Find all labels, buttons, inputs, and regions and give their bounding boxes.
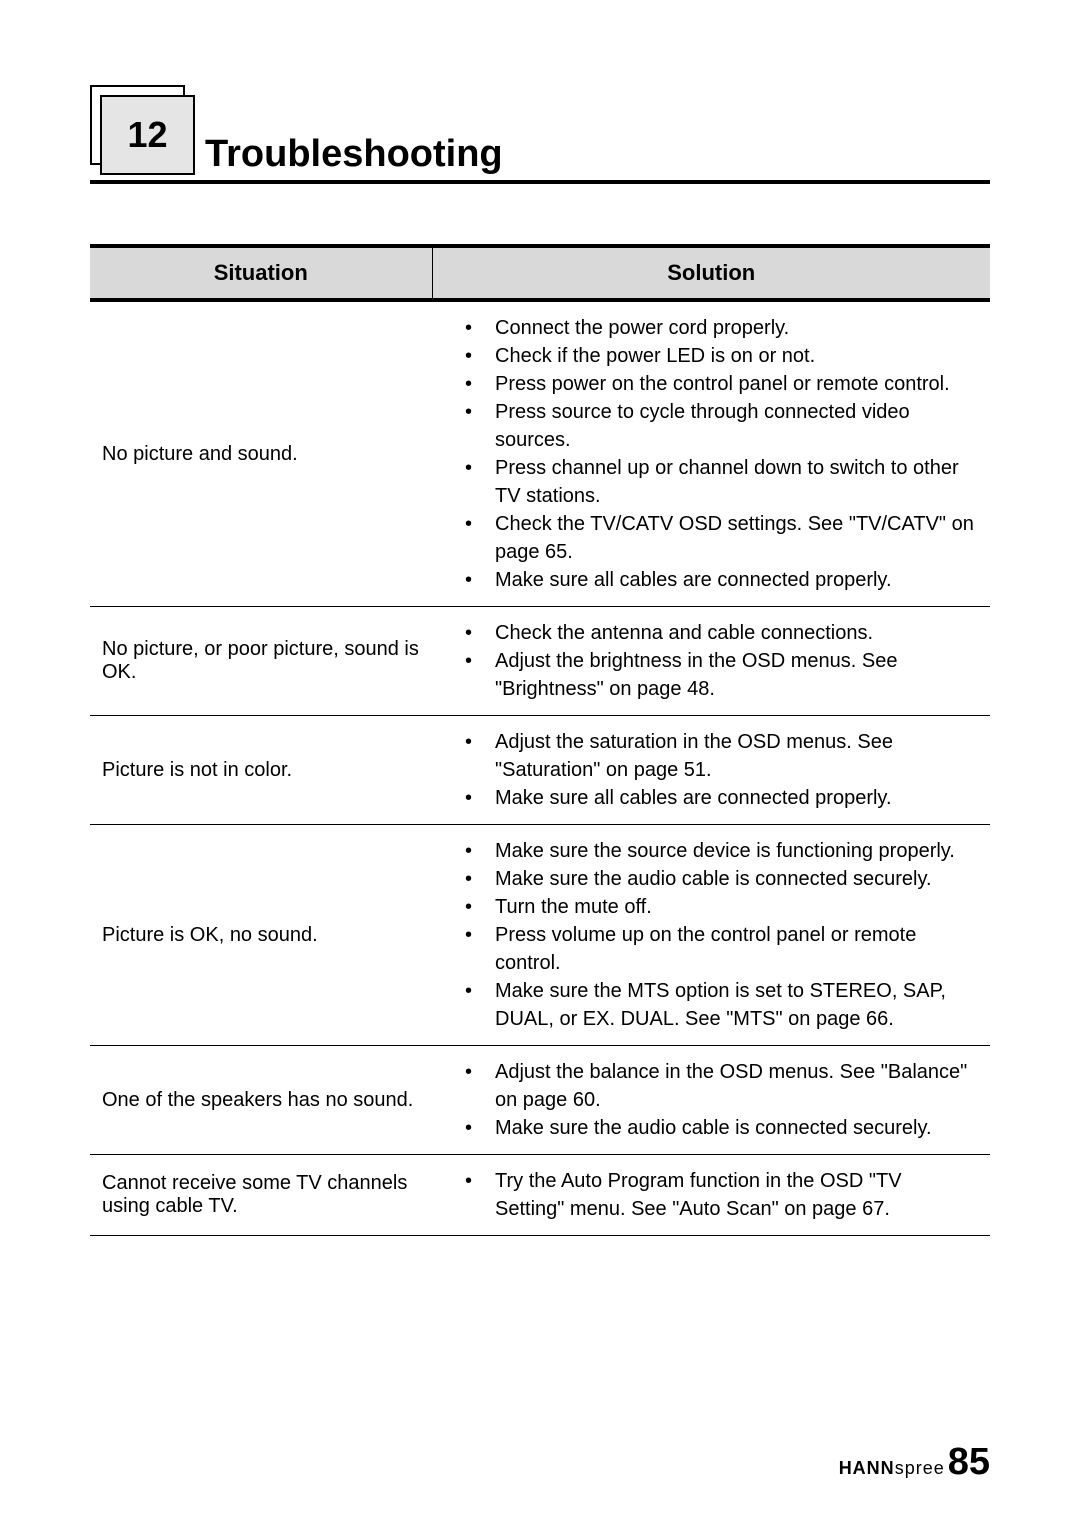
situation-cell: No picture and sound. — [90, 300, 432, 607]
solution-item: Make sure the audio cable is connected s… — [475, 1114, 974, 1142]
solution-item: Press power on the control panel or remo… — [475, 370, 974, 398]
footer-page-number: 85 — [948, 1441, 990, 1484]
situation-cell: One of the speakers has no sound. — [90, 1046, 432, 1155]
table-body: No picture and sound.Connect the power c… — [90, 300, 990, 1236]
solution-cell: Make sure the source device is functioni… — [432, 825, 990, 1046]
solution-list: Check the antenna and cable connections.… — [440, 619, 974, 703]
table-row: One of the speakers has no sound. Adjust … — [90, 1046, 990, 1155]
solution-item: Press volume up on the control panel or … — [475, 921, 974, 977]
solution-item: Try the Auto Program function in the OSD… — [475, 1167, 974, 1223]
chapter-title-row: Troubleshooting — [90, 85, 990, 184]
solution-item: Press channel up or channel down to swit… — [475, 454, 974, 510]
solution-item: Check the antenna and cable connections. — [475, 619, 974, 647]
solution-list: Adjust the balance in the OSD menus. See… — [440, 1058, 974, 1142]
solution-list: Make sure the source device is functioni… — [440, 837, 974, 1033]
table-row: Cannot receive some TV channels using ca… — [90, 1155, 990, 1236]
solution-item: Make sure the MTS option is set to STERE… — [475, 977, 974, 1033]
solution-item: Connect the power cord properly. — [475, 314, 974, 342]
troubleshooting-table: Situation Solution No picture and sound.… — [90, 244, 990, 1236]
solution-header: Solution — [432, 246, 990, 300]
solution-item: Adjust the brightness in the OSD menus. … — [475, 647, 974, 703]
chapter-number-box: 12 — [100, 95, 195, 175]
solution-list: Try the Auto Program function in the OSD… — [440, 1167, 974, 1223]
solution-item: Make sure all cables are connected prope… — [475, 784, 974, 812]
solution-item: Adjust the saturation in the OSD menus. … — [475, 728, 974, 784]
page-footer: HANN spree 85 — [839, 1441, 990, 1484]
chapter-number: 12 — [127, 114, 167, 156]
situation-cell: Cannot receive some TV channels using ca… — [90, 1155, 432, 1236]
solution-cell: Adjust the balance in the OSD menus. See… — [432, 1046, 990, 1155]
solution-cell: Connect the power cord properly.Check if… — [432, 300, 990, 607]
footer-brand-hann: HANN — [839, 1458, 895, 1479]
table-row: Picture is not in color. Adjust the satur… — [90, 716, 990, 825]
situation-header: Situation — [90, 246, 432, 300]
solution-item: Check the TV/CATV OSD settings. See "TV/… — [475, 510, 974, 566]
table-row: No picture, or poor picture, sound is OK… — [90, 607, 990, 716]
document-page: 12 Troubleshooting Situation Solution No… — [0, 0, 1080, 1529]
solution-item: Check if the power LED is on or not. — [475, 342, 974, 370]
table-header-row: Situation Solution — [90, 246, 990, 300]
chapter-title: Troubleshooting — [205, 133, 503, 176]
solution-list: Connect the power cord properly.Check if… — [440, 314, 974, 594]
footer-brand-spree: spree — [895, 1458, 945, 1479]
solution-cell: Adjust the saturation in the OSD menus. … — [432, 716, 990, 825]
solution-item: Make sure all cables are connected prope… — [475, 566, 974, 594]
solution-list: Adjust the saturation in the OSD menus. … — [440, 728, 974, 812]
situation-cell: Picture is not in color. — [90, 716, 432, 825]
table-row: No picture and sound.Connect the power c… — [90, 300, 990, 607]
situation-cell: Picture is OK, no sound. — [90, 825, 432, 1046]
table-row: Picture is OK, no sound. Make sure the so… — [90, 825, 990, 1046]
solution-item: Make sure the source device is functioni… — [475, 837, 974, 865]
solution-item: Make sure the audio cable is connected s… — [475, 865, 974, 893]
situation-cell: No picture, or poor picture, sound is OK… — [90, 607, 432, 716]
solution-item: Adjust the balance in the OSD menus. See… — [475, 1058, 974, 1114]
solution-item: Turn the mute off. — [475, 893, 974, 921]
chapter-header: 12 Troubleshooting — [90, 85, 990, 184]
solution-item: Press source to cycle through connected … — [475, 398, 974, 454]
solution-cell: Check the antenna and cable connections.… — [432, 607, 990, 716]
solution-cell: Try the Auto Program function in the OSD… — [432, 1155, 990, 1236]
